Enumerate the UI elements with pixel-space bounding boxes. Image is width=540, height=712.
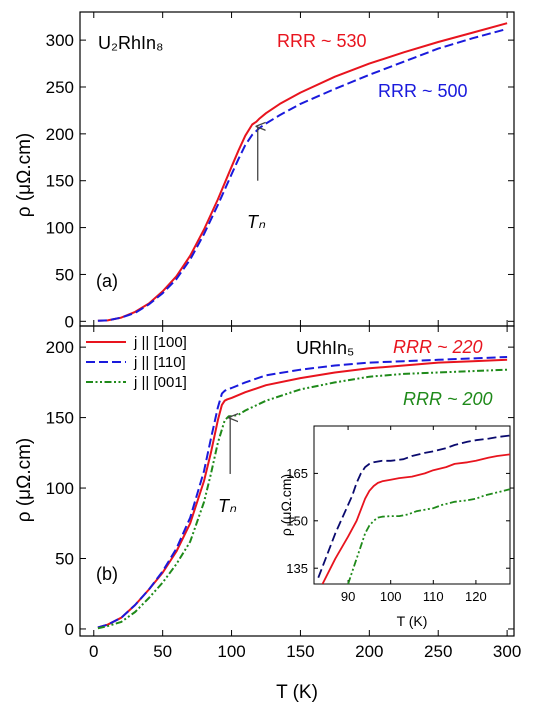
legend-label-001: j || [001] [133,374,187,391]
panel-a-ytick-label: 150 [46,172,74,191]
panel-b-annotation-green: RRR ~ 200 [403,389,493,409]
panel-b-ytick-label: 0 [65,620,74,639]
panel-b-ytick-label: 150 [46,409,74,428]
inset-xtick-label: 90 [341,589,355,604]
panel-b-ytick-label: 50 [55,549,74,568]
panel-a-ytick-label: 0 [65,312,74,331]
panel-b-frame [79,325,515,637]
inset-ytick-label: 135 [286,561,308,576]
inset-xtick-label: 110 [423,589,444,604]
panel-b-series-blue [97,356,508,629]
panel-a-series-red [97,22,508,322]
legend-label-100: j || [100] [133,334,187,351]
panel-a-tn-label: Tₙ [247,212,266,232]
panel-b-xtick-label: 50 [153,642,172,661]
panel-b-xtick-label: 300 [493,642,521,661]
panel-b-ylabel: ρ (μΩ.cm) [14,438,35,523]
panel-b-series-red [97,358,508,629]
panel-a-annotation-red: RRR ~ 530 [277,31,367,51]
panel-b-annotation-red: RRR ~ 220 [393,337,483,357]
panel-b-xtick-label: 200 [355,642,383,661]
inset-frame [313,425,511,585]
inset-ylabel: ρ (μΩ.cm) [278,474,294,536]
panel-a-ytick-label: 200 [46,125,74,144]
inset-series-green [347,488,510,584]
panel-a-series-blue [97,27,508,322]
panel-b-ytick-label: 100 [46,479,74,498]
inset-ytick-label: 150 [286,513,308,528]
panel-b-xtick-label: 250 [424,642,452,661]
panel-a-ytick-label: 300 [46,31,74,50]
panel-b-compound: URhIn₅ [296,338,354,358]
panel-a-layer: 0 50 100 150 200 250 300 [46,12,514,331]
panel-a-ylabel: ρ (μΩ.cm) [14,133,35,218]
legend: j || [100] j || [110] j || [001] [86,334,187,391]
panel-a-compound: U₂RhIn₈ [98,33,163,53]
legend-label-110: j || [110] [133,354,186,371]
panel-a-label: (a) [96,271,118,291]
panel-a-frame [79,11,515,327]
panel-b-ytick-label: 200 [46,338,74,357]
inset-xlabel: T (K) [397,613,428,629]
panel-a-ytick-label: 100 [46,219,74,238]
panel-a-ytick-label: 50 [55,265,74,284]
panel-b-series-green [97,368,508,630]
inset-xtick-label: 120 [465,589,487,604]
panel-b-xtick-label: 0 [89,642,98,661]
panel-b-label: (b) [96,564,118,584]
inset-xtick-label: 100 [380,589,402,604]
panel-a-annotation-blue: RRR ~ 500 [378,81,468,101]
inset-series-red [321,453,510,584]
inset-layer: 135 150 165 90 100 110 120 [286,426,510,604]
x-axis-title: T (K) [276,682,318,703]
inset-ytick-label: 165 [286,466,308,481]
panel-a-ytick-label: 250 [46,78,74,97]
panel-b-xtick-label: 100 [217,642,245,661]
inset-series-navy [317,434,510,579]
panel-b-xtick-label: 150 [286,642,314,661]
panel-b-layer: 0 50 100 150 200 0 50 100 150 200 250 300 [46,326,521,661]
panel-b-tn-label: Tₙ [218,496,237,516]
